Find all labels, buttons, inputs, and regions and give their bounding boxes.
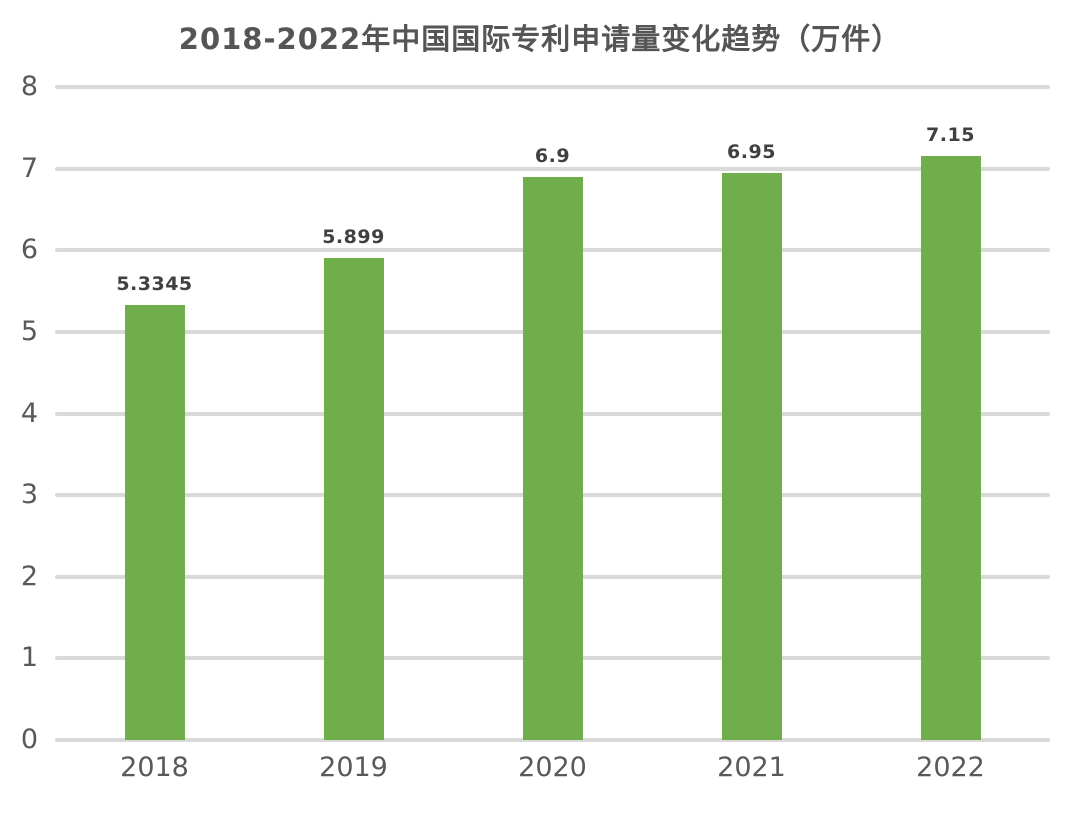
bar (721, 172, 782, 740)
x-tick-label: 2020 (518, 752, 587, 783)
y-tick-label: 3 (20, 479, 38, 511)
bar-value-label: 6.95 (727, 140, 776, 163)
y-axis: 0 1 2 3 4 5 6 7 8 (0, 71, 38, 755)
y-tick-label: 4 (20, 397, 38, 429)
x-tick-label: 2021 (717, 752, 786, 783)
y-tick-label: 1 (20, 642, 38, 674)
y-tick-label: 7 (20, 152, 38, 184)
y-tick-label: 0 (20, 724, 38, 755)
gridline (55, 738, 1050, 742)
y-tick-label: 2 (20, 560, 38, 592)
bar (124, 304, 185, 740)
y-tick-label: 6 (20, 234, 38, 266)
x-tick-label: 2019 (319, 752, 388, 783)
bar (920, 156, 981, 740)
bar-value-label: 5.899 (322, 226, 385, 249)
plot-area: 5.3345 5.899 6.9 6.95 7.15 (55, 85, 1050, 742)
gridline (55, 166, 1050, 171)
y-tick-label: 5 (20, 315, 38, 347)
bar (522, 176, 583, 740)
bar-value-label: 7.15 (926, 124, 975, 147)
bar (323, 258, 384, 740)
bar-value-label: 6.9 (534, 144, 571, 167)
x-axis: 2018 2019 2020 2021 2022 (55, 752, 1050, 797)
bar-value-label: 5.3345 (116, 272, 193, 295)
chart-title: 2018-2022年中国国际专利申请量变化趋势（万件） (178, 22, 902, 56)
x-tick-label: 2022 (916, 752, 985, 783)
y-tick-label: 8 (20, 71, 38, 102)
x-tick-label: 2018 (120, 752, 189, 783)
gridline (55, 85, 1050, 89)
